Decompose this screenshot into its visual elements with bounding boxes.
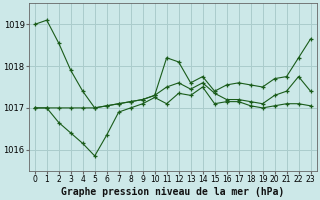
X-axis label: Graphe pression niveau de la mer (hPa): Graphe pression niveau de la mer (hPa) — [61, 186, 284, 197]
